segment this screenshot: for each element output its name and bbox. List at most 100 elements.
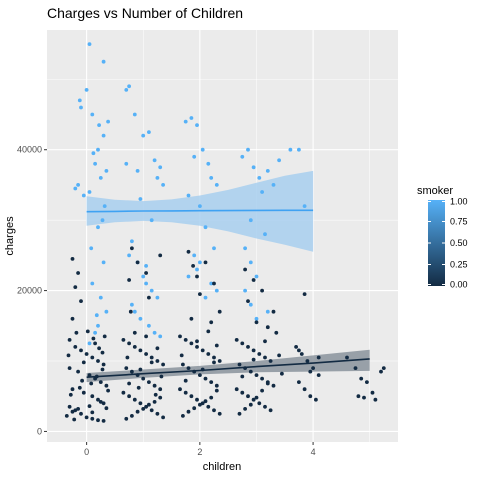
point-smoker (184, 120, 188, 124)
point-non-smoker (127, 278, 131, 282)
point-non-smoker (297, 349, 301, 353)
point-smoker (255, 317, 259, 321)
point-non-smoker (82, 361, 86, 365)
legend-label: 0.25 (450, 260, 468, 270)
y-tick-label: 40000 (17, 145, 42, 155)
y-tick-label: 0 (37, 426, 42, 436)
point-smoker (130, 239, 134, 243)
point-non-smoker (187, 410, 191, 414)
point-smoker (95, 313, 99, 317)
point-non-smoker (272, 384, 276, 388)
point-non-smoker (294, 345, 298, 349)
point-smoker (73, 187, 77, 191)
point-smoker (255, 275, 259, 279)
point-non-smoker (201, 349, 205, 353)
point-non-smoker (303, 292, 307, 296)
point-non-smoker (206, 330, 210, 334)
point-non-smoker (156, 412, 160, 416)
point-non-smoker (97, 346, 101, 350)
point-non-smoker (150, 356, 154, 360)
point-non-smoker (101, 351, 105, 355)
point-non-smoker (105, 406, 109, 410)
point-non-smoker (260, 377, 264, 381)
point-non-smoker (75, 331, 79, 335)
point-non-smoker (130, 246, 134, 250)
legend: smoker 1.00 0.75 0.50 0.25 0.00 (417, 185, 468, 290)
point-smoker (249, 261, 253, 265)
point-smoker (246, 148, 250, 152)
point-smoker (195, 123, 199, 127)
x-axis-ticks: 0 2 4 (84, 442, 315, 457)
point-non-smoker (240, 391, 244, 395)
point-non-smoker (243, 407, 247, 411)
point-non-smoker (68, 366, 72, 370)
point-non-smoker (153, 400, 157, 404)
point-smoker (204, 296, 208, 300)
point-non-smoker (141, 377, 145, 381)
point-non-smoker (181, 363, 185, 367)
point-non-smoker (127, 382, 131, 386)
point-non-smoker (206, 405, 210, 409)
point-smoker (101, 218, 105, 222)
point-non-smoker (158, 396, 162, 400)
point-non-smoker (89, 382, 93, 386)
point-non-smoker (195, 398, 199, 402)
point-non-smoker (158, 387, 162, 391)
point-non-smoker (191, 264, 195, 268)
point-non-smoker (240, 342, 244, 346)
point-smoker (206, 162, 210, 166)
point-smoker (158, 335, 162, 339)
point-non-smoker (246, 299, 250, 303)
point-non-smoker (88, 404, 92, 408)
point-smoker (144, 264, 148, 268)
point-non-smoker (71, 387, 75, 391)
point-non-smoker (161, 363, 165, 367)
y-axis-ticks: 02000040000 (17, 145, 47, 437)
point-non-smoker (147, 403, 151, 407)
point-non-smoker (153, 384, 157, 388)
point-smoker (96, 324, 100, 328)
point-non-smoker (246, 394, 250, 398)
point-non-smoker (144, 335, 148, 339)
point-smoker (89, 246, 93, 250)
point-non-smoker (263, 339, 267, 343)
point-smoker (260, 190, 264, 194)
point-non-smoker (102, 363, 106, 367)
point-smoker (105, 169, 109, 173)
point-non-smoker (137, 386, 141, 390)
point-non-smoker (79, 299, 83, 303)
point-non-smoker (238, 412, 242, 416)
point-smoker (102, 261, 106, 265)
point-non-smoker (240, 375, 244, 379)
point-non-smoker (212, 282, 216, 286)
point-smoker (263, 232, 267, 236)
point-non-smoker (252, 278, 256, 282)
point-non-smoker (76, 407, 80, 411)
point-smoker (215, 183, 219, 187)
point-non-smoker (139, 401, 143, 405)
point-non-smoker (263, 356, 267, 360)
point-non-smoker (269, 408, 273, 412)
point-smoker (249, 303, 253, 307)
point-non-smoker (218, 359, 222, 363)
point-non-smoker (122, 338, 126, 342)
point-smoker (96, 148, 100, 152)
point-non-smoker (365, 380, 369, 384)
point-non-smoker (357, 394, 361, 398)
point-smoker (141, 275, 145, 279)
point-non-smoker (133, 345, 137, 349)
point-smoker (141, 134, 145, 138)
point-non-smoker (190, 342, 194, 346)
point-non-smoker (68, 338, 72, 342)
point-smoker (97, 123, 101, 127)
point-smoker (272, 183, 276, 187)
point-non-smoker (72, 418, 76, 422)
point-smoker (96, 225, 100, 229)
point-non-smoker (102, 419, 106, 423)
point-non-smoker (69, 393, 73, 397)
point-non-smoker (127, 342, 131, 346)
point-non-smoker (204, 399, 208, 403)
point-smoker (103, 204, 107, 208)
point-smoker (79, 106, 83, 110)
point-smoker (99, 296, 103, 300)
